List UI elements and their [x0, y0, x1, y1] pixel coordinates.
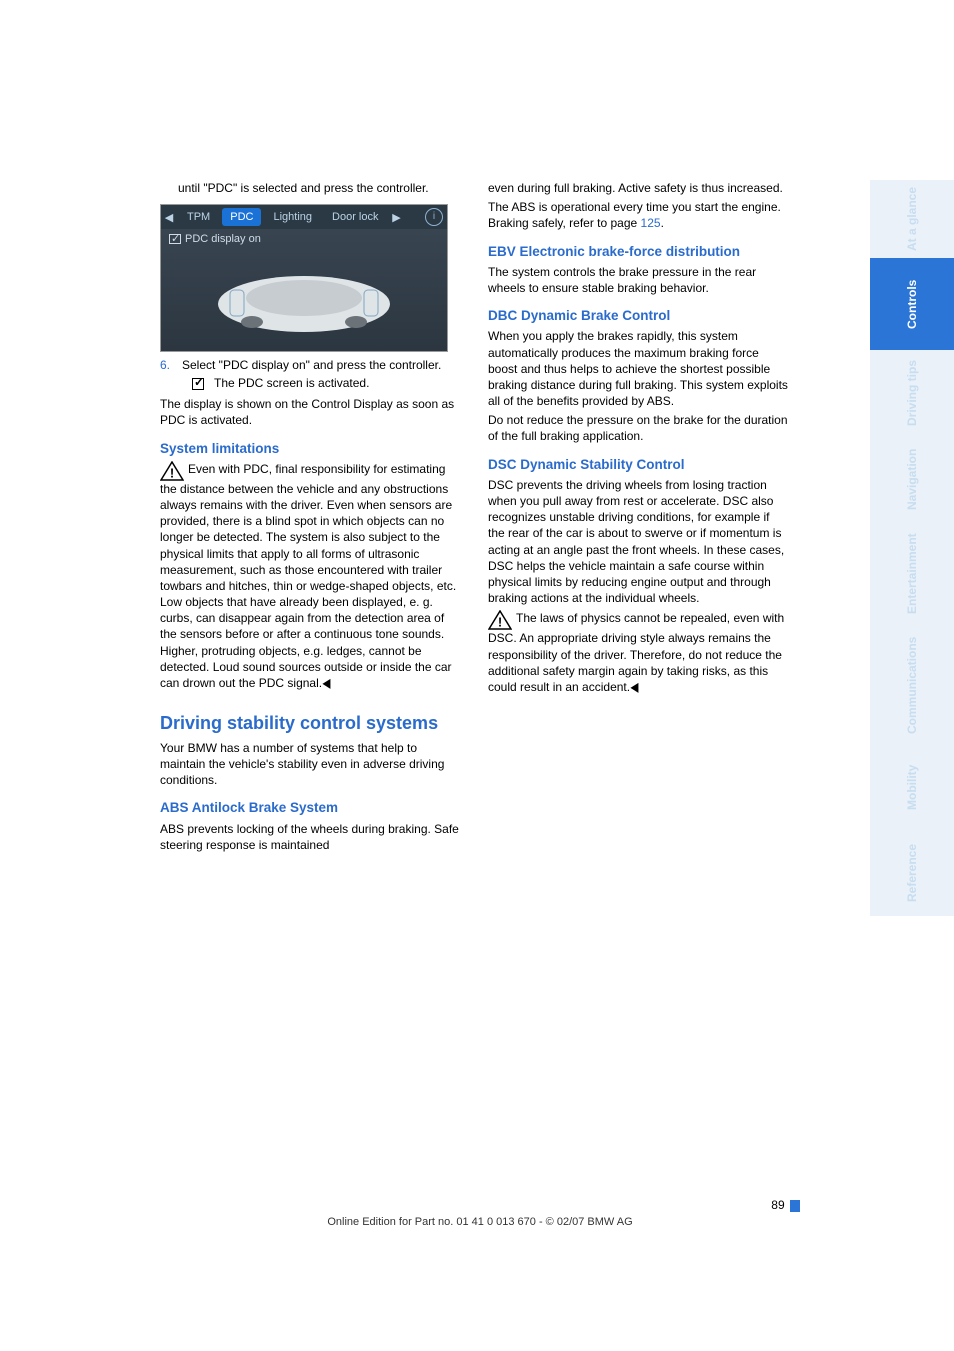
checkbox-icon: [192, 377, 208, 389]
ebv-paragraph: The system controls the brake pressure i…: [488, 264, 788, 296]
section-tabs: At a glance Controls Driving tips Naviga…: [870, 180, 954, 916]
dsc-warning: ! The laws of physics cannot be repealed…: [488, 610, 788, 695]
page-content: until "PDC" is selected and press the co…: [160, 180, 800, 856]
tab-doorlock: Door lock: [324, 208, 386, 226]
abs-heading: ABS Antilock Brake System: [160, 800, 460, 816]
dsc-heading: DSC Dynamic Stability Control: [488, 457, 788, 473]
right-column: even during full braking. Active safety …: [488, 180, 788, 856]
system-limitations-heading: System limitations: [160, 441, 460, 457]
step-6: 6. Select "PDC display on" and press the…: [160, 358, 460, 372]
warning-icon: !: [488, 610, 512, 630]
page-number: 89: [771, 1198, 784, 1212]
end-mark-icon: ◀: [631, 679, 638, 695]
abs-p2-a: The ABS is operational every time you st…: [488, 200, 781, 230]
tab-prev-icon: ◀: [161, 211, 177, 224]
tab-next-icon: ▶: [388, 211, 404, 224]
abs-p2-b: .: [661, 216, 664, 230]
continued-text: until "PDC" is selected and press the co…: [178, 180, 460, 196]
driving-stability-heading: Driving stability control systems: [160, 713, 460, 734]
page-number-bar: [790, 1200, 800, 1212]
tab-driving-tips[interactable]: Driving tips: [870, 350, 954, 436]
left-column: until "PDC" is selected and press the co…: [160, 180, 460, 856]
abs-continued: even during full braking. Active safety …: [488, 180, 788, 196]
system-limitations-warning: ! Even with PDC, final responsibility fo…: [160, 461, 460, 691]
tab-at-a-glance[interactable]: At a glance: [870, 180, 954, 258]
tab-tpm: TPM: [179, 208, 218, 226]
dsc-p1: DSC prevents the driving wheels from los…: [488, 477, 788, 607]
svg-text:!: !: [170, 465, 174, 480]
tab-navigation[interactable]: Navigation: [870, 436, 954, 522]
step-number: 6.: [160, 358, 174, 372]
pdc-subline: PDC display on: [161, 229, 447, 249]
pdc-screenshot: ◀ TPM PDC Lighting Door lock ▶ i PDC dis…: [160, 204, 448, 352]
tab-mobility[interactable]: Mobility: [870, 744, 954, 830]
after-steps-text: The display is shown on the Control Disp…: [160, 396, 460, 428]
dbc-p2: Do not reduce the pressure on the brake …: [488, 412, 788, 444]
end-mark-icon: ◀: [323, 675, 330, 691]
step-6-result-text: The PDC screen is activated.: [214, 376, 369, 390]
pdc-tabbar: ◀ TPM PDC Lighting Door lock ▶ i: [161, 205, 447, 229]
warning-body: Even with PDC, final responsibility for …: [160, 462, 456, 690]
tab-communications[interactable]: Communications: [870, 626, 954, 744]
page-number-area: 89: [160, 1198, 800, 1212]
abs-p2: The ABS is operational every time you st…: [488, 199, 788, 231]
car-illustration: [181, 255, 427, 345]
svg-text:!: !: [498, 615, 502, 630]
dbc-p1: When you apply the brakes rapidly, this …: [488, 328, 788, 409]
pdc-subline-text: PDC display on: [185, 233, 261, 245]
warning-icon: !: [160, 461, 184, 481]
tab-reference[interactable]: Reference: [870, 830, 954, 916]
tab-entertainment[interactable]: Entertainment: [870, 522, 954, 626]
check-icon: [169, 234, 181, 244]
page-ref-125[interactable]: 125: [641, 216, 661, 230]
tab-lighting: Lighting: [265, 208, 320, 226]
step-6-result: The PDC screen is activated.: [192, 376, 460, 390]
info-icon: i: [425, 208, 443, 226]
tab-pdc: PDC: [222, 208, 261, 226]
driving-stability-intro: Your BMW has a number of systems that he…: [160, 740, 460, 789]
ebv-heading: EBV Electronic brake-force distribution: [488, 244, 788, 260]
warning-text: ! Even with PDC, final responsibility fo…: [160, 461, 460, 691]
abs-paragraph: ABS prevents locking of the wheels durin…: [160, 821, 460, 853]
dbc-heading: DBC Dynamic Brake Control: [488, 308, 788, 324]
tab-controls[interactable]: Controls: [870, 258, 954, 350]
dsc-warning-text: ! The laws of physics cannot be repealed…: [488, 610, 788, 695]
footer-line: Online Edition for Part no. 01 41 0 013 …: [160, 1216, 800, 1228]
step-text: Select "PDC display on" and press the co…: [182, 358, 460, 372]
